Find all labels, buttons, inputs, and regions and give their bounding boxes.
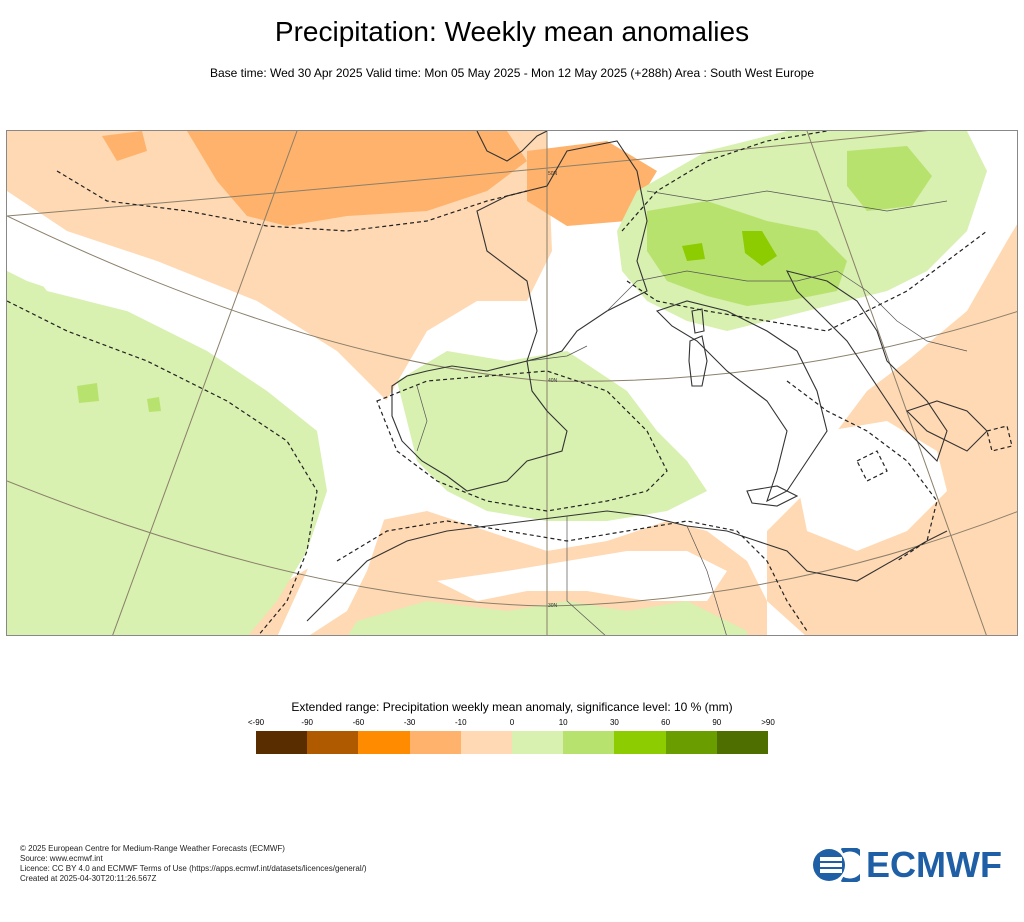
footer-credits: © 2025 European Centre for Medium-Range … <box>20 844 367 884</box>
legend-tick-label: 0 <box>509 718 515 727</box>
footer-licence: Licence: CC BY 4.0 and ECMWF Terms of Us… <box>20 864 367 873</box>
anomaly-area-green-patch-small-1 <box>77 383 99 403</box>
legend-tick-label: 30 <box>609 718 619 727</box>
coastline-north-africa <box>306 510 948 622</box>
significance-contours <box>7 131 1013 635</box>
legend-swatch <box>512 731 564 754</box>
legend-tick-label: -60 <box>352 718 365 727</box>
legend-tick-label: -10 <box>455 718 467 727</box>
border-central <box>646 190 948 212</box>
coastline-iberia <box>391 360 568 492</box>
coastline-balkans <box>785 270 948 463</box>
gridline-label-50n: 50N <box>548 171 558 177</box>
legend-color-bar <box>256 731 769 754</box>
anomaly-area-green-core-2 <box>682 243 705 261</box>
border-france-spain <box>526 345 588 362</box>
legend-tick-label: 90 <box>712 718 722 727</box>
no-signal-east-med <box>797 421 947 551</box>
page-title: Precipitation: Weekly mean anomalies <box>274 16 750 47</box>
legend-swatch <box>460 731 513 754</box>
legend-swatch <box>307 731 359 754</box>
footer-copyright: © 2025 European Centre for Medium-Range … <box>20 844 285 853</box>
legend-tick-label: -30 <box>403 718 416 727</box>
legend-tick-label: >90 <box>761 718 775 727</box>
ecmwf-logo-icon <box>813 848 860 882</box>
legend-tick-label: -90 <box>301 718 313 727</box>
border-balkans-1 <box>836 270 968 352</box>
legend-swatch <box>716 731 769 754</box>
contour-atlantic-west <box>7 300 318 635</box>
footer-source: Source: www.ecmwf.int <box>20 854 103 863</box>
anomaly-area-green-east <box>847 146 932 211</box>
legend-tick-labels: <-90 -90 -60 -30 -10 0 10 30 60 90 >90 <box>230 718 794 730</box>
page-subtitle: Base time: Wed 30 Apr 2025 Valid time: M… <box>209 66 814 80</box>
legend-swatch <box>665 731 717 754</box>
anomaly-area-light-green-south <box>348 601 747 635</box>
borders <box>416 190 968 635</box>
legend-tick-label: 60 <box>661 718 671 727</box>
border-spain-portugal <box>416 385 428 452</box>
no-signal-med <box>437 551 727 601</box>
graticule-meridian-3 <box>806 131 987 635</box>
graticule-parallel-50n <box>7 131 929 217</box>
border-alps <box>606 270 838 312</box>
ecmwf-logo: ECMWF <box>812 844 1008 885</box>
contour-small-loop-1 <box>856 450 888 482</box>
contour-iberia <box>376 370 668 512</box>
contour-atlantic-north <box>56 170 528 232</box>
gridline-label-40n: 40N <box>548 378 558 384</box>
anomaly-area-green-core <box>742 231 777 266</box>
legend-swatch <box>563 731 615 754</box>
contour-north-africa <box>336 520 808 632</box>
anomaly-area-orange-france <box>187 131 527 226</box>
ecmwf-logo-text: ECMWF <box>866 844 1002 885</box>
legend-swatch <box>256 731 308 754</box>
graticule <box>7 131 1017 635</box>
anomaly-map: 50N 40N 30N <box>6 130 1018 636</box>
anomaly-area-green-patch-small-2 <box>147 397 161 412</box>
coastline-sardinia <box>688 335 708 387</box>
anomaly-area-light-green-atlantic <box>7 241 327 635</box>
no-signal-corridor <box>7 191 407 635</box>
coastline-greece <box>905 400 988 452</box>
legend-swatch <box>358 731 410 754</box>
legend-swatch <box>614 731 666 754</box>
legend-title: Extended range: Precipitation weekly mea… <box>291 700 733 714</box>
anomaly-area-orange-atlantic-patch <box>102 131 147 161</box>
graticule-meridian-1 <box>112 131 298 635</box>
coastline-sicily <box>746 485 799 507</box>
footer-created: Created at 2025-04-30T20:11:26.567Z <box>20 874 157 883</box>
map-svg: 50N 40N 30N <box>7 131 1017 635</box>
gridline-label-30n: 30N <box>548 603 558 609</box>
contour-east-med <box>786 380 938 562</box>
border-africa-2 <box>686 525 727 635</box>
anomaly-area-light-green-iberia <box>397 351 707 521</box>
coastline-britain <box>476 131 548 162</box>
contour-italy <box>626 230 988 332</box>
legend-tick-label: <-90 <box>247 718 265 727</box>
border-africa-1 <box>566 516 606 635</box>
legend-swatch <box>409 731 461 754</box>
anomaly-area-orange-northern-france <box>527 141 657 226</box>
legend-tick-label: 10 <box>558 718 568 727</box>
coastline-france <box>476 140 648 362</box>
contour-central-europe <box>621 131 828 232</box>
